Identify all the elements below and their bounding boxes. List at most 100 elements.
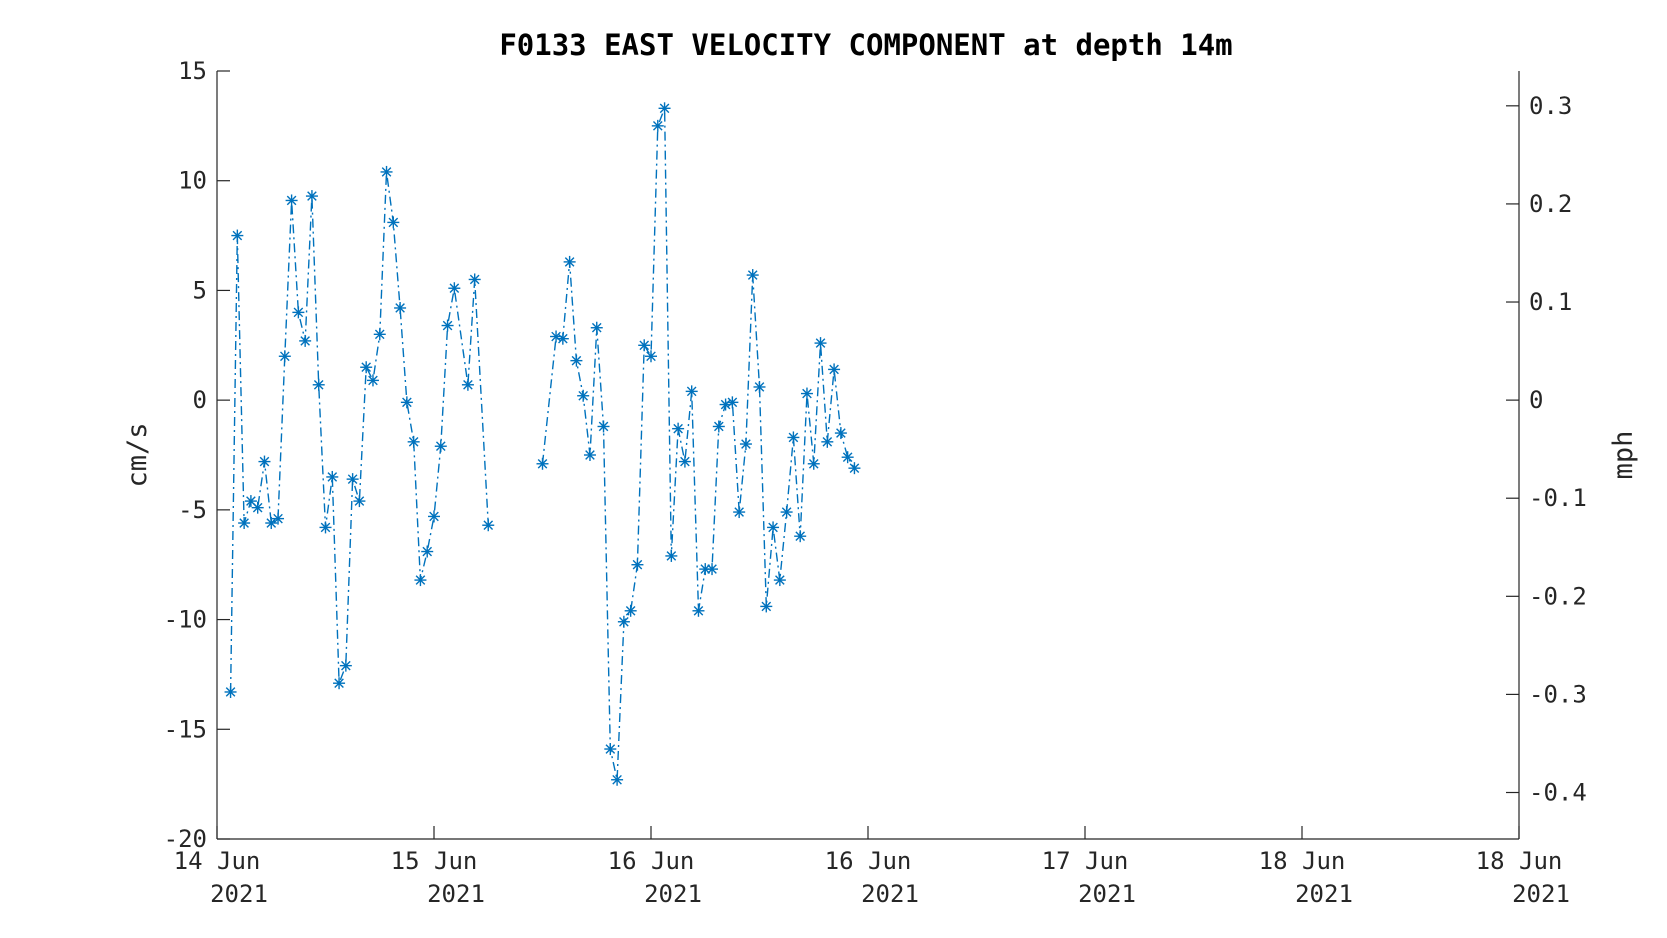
data-point-marker [360,361,373,374]
data-point-marker [685,385,698,398]
data-point-marker [638,339,651,352]
x-tick-label-date: 16 Jun [825,847,912,875]
data-point-marker [692,604,705,617]
x-tick-label-date: 18 Jun [1476,847,1563,875]
x-tick-label-date: 17 Jun [1042,847,1129,875]
data-point-marker [326,470,339,483]
x-tick-label-year: 2021 [644,880,702,908]
x-axis: 14 Jun 2021 15 Jun 2021 16 Jun 2021 16 Jun 2021… [174,826,1570,908]
data-point-marker [563,255,576,268]
data-point-marker [733,506,746,519]
data-point-marker [760,600,773,613]
data-point-marker [645,350,657,363]
chart-title: F0133 EAST VELOCITY COMPONENT at depth 1… [499,28,1232,62]
data-point-marker [278,350,291,363]
series-line-segment [541,108,855,780]
data-point-marker [712,420,725,433]
y-tick-label-right: 0.2 [1529,190,1572,218]
data-point-marker [461,378,474,391]
y-tick-label-right: 0.3 [1529,92,1572,120]
x-tick-label-year: 2021 [1295,880,1353,908]
data-point-marker [780,506,793,519]
y-tick-label-left: 15 [178,57,207,85]
y-tick-label-left: -5 [178,496,207,524]
data-point-marker [238,517,251,530]
data-point-marker [224,685,237,698]
y-axis-left: -20 -15 -10 -5 0 5 10 15 [164,57,230,853]
data-point-marker [665,549,678,562]
y-tick-label-left: 0 [193,386,207,414]
data-point-marker [441,319,454,332]
data-point-marker [631,558,644,571]
data-point-marker [468,273,481,286]
data-point-marker [536,457,549,470]
data-point-marker [800,387,813,400]
data-point-marker [231,229,244,242]
data-point-marker [706,563,719,576]
data-point-marker [570,354,583,367]
data-point-marker [834,427,847,440]
data-point-marker [828,363,841,376]
data-point-marker [414,574,427,587]
data-point-marker [726,396,739,409]
data-point-marker [251,501,264,514]
data-point-marker [821,435,834,448]
y-tick-label-left: -20 [164,825,207,853]
data-point-marker [604,743,617,756]
y-tick-label-right: 0 [1529,386,1543,414]
data-point-marker [299,334,312,347]
series-east-velocity [224,102,861,786]
data-point-marker [672,422,685,435]
y-tick-label-right: -0.3 [1529,680,1587,708]
data-point-marker [814,337,827,350]
data-point-marker [753,380,766,393]
data-point-marker [746,269,759,282]
data-point-marker [448,282,461,295]
data-point-marker [333,677,346,690]
y-tick-label-right: -0.1 [1529,484,1587,512]
data-point-marker [611,773,624,786]
data-point-marker [482,519,495,532]
data-point-marker [428,510,440,523]
y-axis-right: -0.4 -0.3 -0.2 -0.1 0 0.1 0.2 0.3 [1506,71,1587,839]
y-tick-label-left: 10 [178,167,207,195]
data-point-marker [658,102,671,115]
data-point-marker [400,396,413,409]
x-tick-label-year: 2021 [1078,880,1136,908]
data-point-marker [624,604,637,617]
data-point-marker [305,190,318,203]
data-point-marker [807,457,820,470]
x-tick-label-date: 16 Jun [608,847,695,875]
data-point-marker [387,216,400,229]
data-point-marker [787,431,800,444]
x-tick-label-year: 2021 [427,880,485,908]
x-tick-label-date: 18 Jun [1259,847,1346,875]
data-point-marker [421,545,434,558]
data-point-marker [312,378,325,391]
data-point-marker [678,455,691,468]
x-tick-label-year: 2021 [1512,880,1570,908]
x-tick-label-date: 15 Jun [391,847,478,875]
data-point-marker [794,530,807,543]
data-point-marker [258,455,271,468]
data-point-marker [319,521,332,534]
data-point-marker [353,495,366,508]
x-tick-label-year: 2021 [210,880,268,908]
data-point-marker [407,435,420,448]
data-point-marker [292,306,305,319]
series-line-segment [229,171,489,693]
data-point-marker [380,165,393,178]
y-tick-label-left: -10 [164,606,207,634]
data-point-marker [272,512,285,525]
data-point-marker [590,321,603,334]
data-point-marker [265,517,278,530]
data-point-marker [767,521,780,534]
y-axis-label-left: cm/s [122,422,153,487]
y-tick-label-left: -15 [164,715,207,743]
y-tick-label-right: -0.4 [1529,779,1587,807]
y-tick-label-right: 0.1 [1529,288,1572,316]
data-point-marker [583,449,596,461]
data-point-marker [617,615,630,628]
data-point-marker [339,659,352,672]
